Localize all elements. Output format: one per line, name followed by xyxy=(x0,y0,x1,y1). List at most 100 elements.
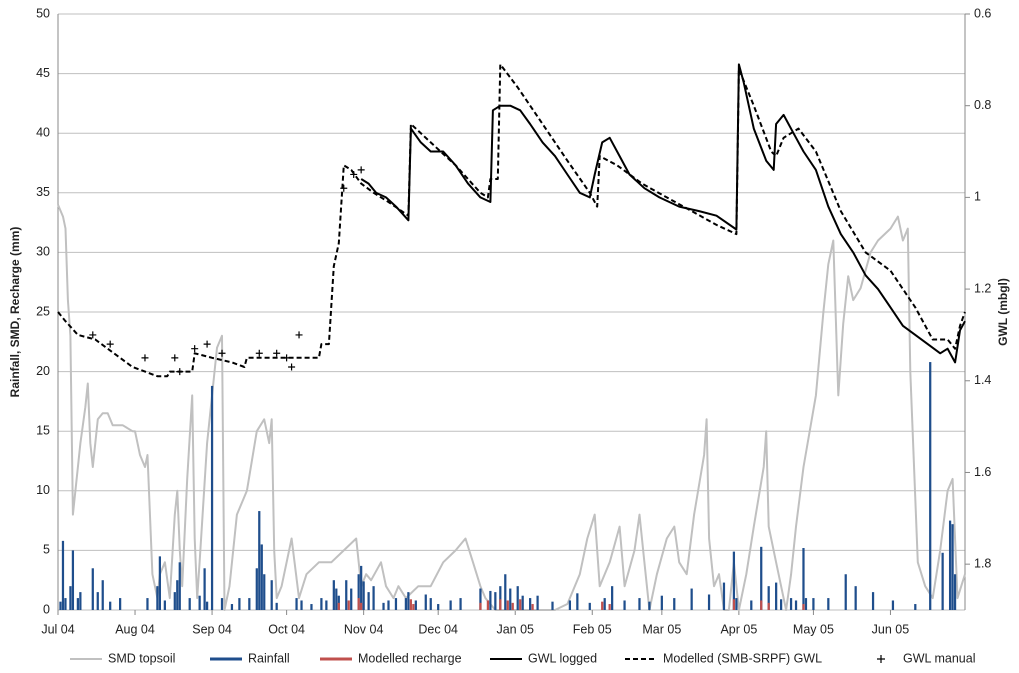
bar xyxy=(506,600,509,610)
bar xyxy=(337,602,340,610)
bar xyxy=(871,592,875,610)
bar xyxy=(335,588,338,610)
bar xyxy=(891,600,895,610)
bar xyxy=(220,598,224,610)
bar xyxy=(173,592,176,610)
bar xyxy=(941,552,944,610)
bar xyxy=(404,598,408,610)
y2-tick-label: 0.8 xyxy=(974,98,991,112)
bar xyxy=(623,600,626,610)
bar xyxy=(275,602,278,610)
bar xyxy=(394,598,398,610)
bar xyxy=(429,598,432,610)
bar xyxy=(804,598,808,610)
bar xyxy=(690,588,693,610)
bar xyxy=(407,592,410,610)
x-tick-label: Mar 05 xyxy=(642,622,681,636)
bar xyxy=(258,511,261,610)
x-tick-label: Oct 04 xyxy=(268,622,305,636)
bar xyxy=(96,592,99,610)
bar xyxy=(350,588,353,610)
x-tick-label: Feb 05 xyxy=(573,622,612,636)
marker xyxy=(273,349,281,357)
bar xyxy=(188,598,191,610)
bar xyxy=(91,568,94,610)
bar xyxy=(230,604,234,610)
bar xyxy=(270,580,273,610)
legend-label: SMD topsoil xyxy=(108,651,175,665)
bar xyxy=(767,586,770,610)
bar xyxy=(64,598,67,610)
series-line xyxy=(57,204,966,611)
marker xyxy=(283,354,291,362)
bar xyxy=(325,600,328,610)
bar xyxy=(310,604,313,610)
bar xyxy=(357,598,360,610)
bar xyxy=(210,385,214,610)
bar xyxy=(601,601,604,610)
y-tick-label: 15 xyxy=(36,423,50,437)
y2-tick-label: 1.2 xyxy=(974,281,991,295)
bar xyxy=(732,551,736,610)
series-line xyxy=(57,63,966,378)
x-tick-label: Apr 05 xyxy=(720,622,757,636)
y-tick-label: 20 xyxy=(36,364,50,378)
y-tick-label: 0 xyxy=(43,602,50,616)
bar xyxy=(424,594,427,610)
bar xyxy=(511,602,514,610)
marker xyxy=(295,331,303,339)
bar xyxy=(603,598,606,610)
legend-label: Modelled recharge xyxy=(358,651,462,665)
bar xyxy=(360,565,363,610)
bar xyxy=(789,598,793,610)
bar xyxy=(61,540,65,610)
bar xyxy=(929,362,932,610)
legend-symbol xyxy=(877,655,885,663)
bar xyxy=(360,602,363,610)
y-tick-label: 5 xyxy=(43,543,50,557)
y-tick-label: 45 xyxy=(36,66,50,80)
bar xyxy=(509,588,512,610)
bar xyxy=(767,602,770,610)
bar xyxy=(79,592,82,610)
y-tick-label: 25 xyxy=(36,304,50,318)
bar xyxy=(951,524,954,610)
bar xyxy=(248,598,251,610)
y-tick-label: 40 xyxy=(36,125,50,139)
y-tick-label: 10 xyxy=(36,483,50,497)
marker xyxy=(350,170,358,178)
bar xyxy=(531,604,534,610)
bar xyxy=(521,595,524,610)
marker xyxy=(357,166,365,174)
bar xyxy=(576,593,579,610)
y2-tick-label: 1.8 xyxy=(974,556,991,570)
legend-label: GWL manual xyxy=(903,651,975,665)
x-tick-label: Dec 04 xyxy=(418,622,458,636)
bar xyxy=(827,598,830,610)
bar xyxy=(750,600,753,610)
bar xyxy=(802,548,805,610)
bar xyxy=(263,574,266,610)
x-tick-label: Jun 05 xyxy=(872,622,910,636)
bar xyxy=(722,582,726,610)
bar xyxy=(71,550,75,610)
bar xyxy=(608,604,611,610)
y-tick-label: 50 xyxy=(36,6,50,20)
bar xyxy=(332,580,335,610)
bar xyxy=(812,598,815,610)
bar xyxy=(449,600,452,610)
bar xyxy=(516,586,519,610)
bar xyxy=(486,600,490,610)
bar xyxy=(156,586,159,610)
bar xyxy=(459,598,462,610)
x-tick-label: Jul 04 xyxy=(41,622,74,636)
legend-label: Rainfall xyxy=(248,651,290,665)
y-tick-label: 30 xyxy=(36,245,50,259)
y2-tick-label: 1.6 xyxy=(974,465,991,479)
marker xyxy=(203,340,211,348)
bar xyxy=(176,580,179,610)
x-tick-label: Sep 04 xyxy=(192,622,232,636)
bar xyxy=(735,598,738,610)
bar xyxy=(648,601,651,610)
